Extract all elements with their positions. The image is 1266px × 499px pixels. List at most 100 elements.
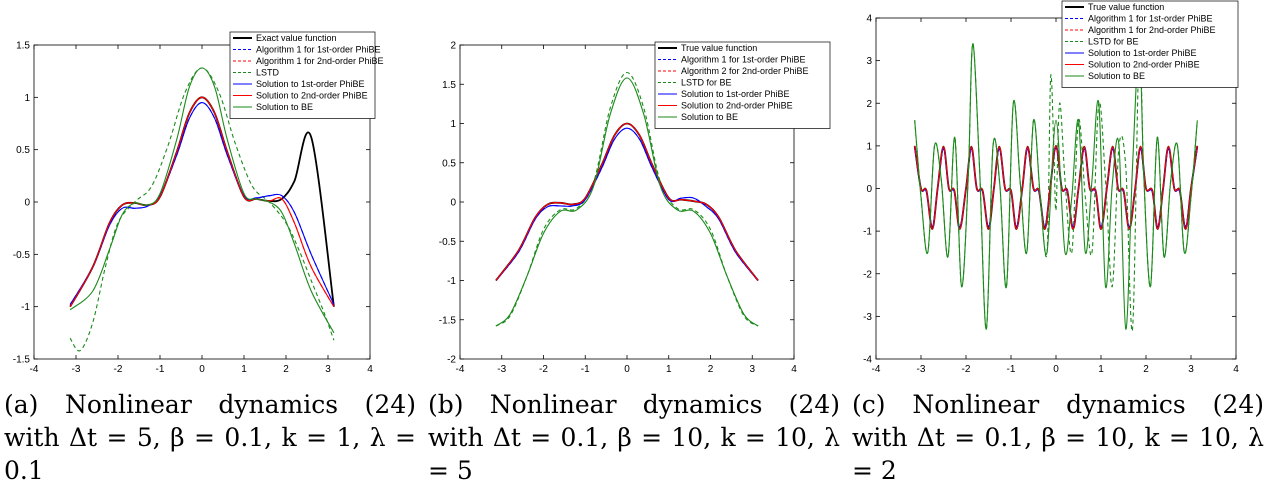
legend-label-4: Solution to 1st-order PhiBE	[256, 79, 365, 89]
y-tick-label: -1	[21, 302, 30, 313]
x-tick-label: 4	[1233, 364, 1239, 375]
legend-label-1: Algorithm 1 for 1st-order PhiBE	[1088, 14, 1213, 24]
x-tick-label: 1	[241, 364, 247, 375]
y-tick-label: 2	[450, 41, 456, 52]
x-tick-label: 2	[708, 364, 714, 375]
legend-label-6: Solution to BE	[1088, 71, 1145, 81]
chart-0: -4 -3 -2 -1 0 1 2 3 4 -1.5 -1 -0.5 0 0.5 1 1.5 Exact val…	[13, 31, 384, 375]
x-tick-label: -2	[962, 364, 971, 375]
y-tick-label: 0	[450, 198, 456, 209]
legend-label-2: Algorithm 1 for 2nd-order PhiBE	[1088, 25, 1216, 35]
legend-label-5: Solution to 2nd-order PhiBE	[1088, 60, 1200, 70]
figure-plots: -4 -3 -2 -1 0 1 2 3 4 -1.5 -1 -0.5 0 0.5 1 1.5 Exact val…	[13, 0, 1239, 375]
y-tick-label: 0.5	[442, 158, 456, 169]
legend-label-2: Algorithm 2 for 2nd-order PhiBE	[681, 66, 809, 76]
series-line-0	[69, 96, 335, 308]
x-tick-label: 1	[666, 364, 672, 375]
x-tick-label: 2	[283, 364, 289, 375]
legend-label-3: LSTD for BE	[1088, 37, 1139, 47]
legend-label-5: Solution to 2nd-order PhiBE	[256, 91, 368, 101]
series-line-6	[495, 77, 759, 327]
y-tick-label: -0.5	[439, 237, 457, 248]
y-tick-label: -2	[863, 269, 872, 280]
series-group	[913, 39, 1199, 332]
series-line-3	[495, 71, 759, 327]
legend-label-6: Solution to BE	[681, 112, 738, 122]
x-tick-label: 1	[1098, 364, 1104, 375]
series-group	[69, 67, 335, 352]
x-tick-label: 3	[749, 364, 755, 375]
x-tick-label: 0	[1053, 364, 1059, 375]
x-tick-label: 3	[325, 364, 331, 375]
y-tick-label: 1.5	[442, 80, 456, 91]
y-tick-label: -3	[863, 312, 872, 323]
caption-b: (b) Nonlinear dynamics (24) with Δt = 0.…	[428, 390, 840, 485]
x-tick-label: 2	[1143, 364, 1149, 375]
x-tick-label: -1	[156, 364, 165, 375]
series-line-5	[69, 96, 335, 307]
y-tick-label: 0	[866, 184, 872, 195]
legend-label-4: Solution to 1st-order PhiBE	[681, 89, 790, 99]
x-tick-label: -3	[917, 364, 926, 375]
series-line-1	[69, 102, 335, 305]
x-tick-label: 4	[367, 364, 373, 375]
chart-1: -4 -3 -2 -1 0 1 2 3 4 -2 -1.5 -1 -0.5 0 0.5 1 1.5 2 True v…	[439, 41, 831, 375]
series-line-0	[495, 122, 759, 282]
y-tick-label: -1	[863, 227, 872, 238]
y-tick-label: -2	[447, 355, 456, 366]
legend-label-5: Solution to 2nd-order PhiBE	[681, 101, 793, 111]
series-line-1	[495, 127, 759, 281]
legend-label-0: Exact value function	[256, 33, 337, 43]
x-tick-label: -2	[539, 364, 548, 375]
y-tick-label: -4	[863, 355, 872, 366]
x-tick-label: -4	[872, 364, 881, 375]
y-tick-label: 0	[24, 198, 30, 209]
legend-label-6: Solution to BE	[256, 102, 313, 112]
y-tick-label: 1	[866, 141, 872, 152]
y-tick-label: 1	[450, 119, 456, 130]
legend: Exact value function Algorithm 1 for 1st-…	[229, 31, 384, 119]
x-tick-label: -4	[30, 364, 39, 375]
x-tick-label: 0	[199, 364, 205, 375]
x-tick-label: 0	[624, 364, 630, 375]
y-tick-label: 4	[866, 14, 872, 25]
x-tick-label: -2	[114, 364, 123, 375]
y-tick-label: 0.5	[16, 145, 30, 156]
series-line-2	[69, 96, 335, 307]
y-tick-label: -1.5	[439, 315, 457, 326]
y-tick-label: -1.5	[13, 355, 31, 366]
caption-c: (c) Nonlinear dynamics (24) with Δt = 0.…	[852, 390, 1264, 485]
x-tick-label: 4	[791, 364, 797, 375]
series-line-2	[495, 122, 759, 281]
legend-box	[1061, 0, 1239, 88]
x-tick-label: 3	[1188, 364, 1194, 375]
series-line-6	[914, 43, 1198, 330]
legend: True value function Algorithm 1 for 1st-o…	[1061, 0, 1239, 88]
series-line-3	[914, 39, 1198, 332]
legend-box	[654, 41, 831, 129]
y-tick-label: 1.5	[16, 41, 30, 52]
legend: True value function Algorithm 1 for 1st-o…	[654, 41, 831, 129]
legend-label-3: LSTD	[256, 68, 280, 78]
legend-label-1: Algorithm 1 for 1st-order PhiBE	[256, 45, 381, 55]
series-group	[495, 71, 759, 327]
series-line-5	[914, 145, 1198, 230]
y-tick-label: 1	[24, 93, 30, 104]
legend-label-2: Algorithm 1 for 2nd-order PhiBE	[256, 56, 384, 66]
y-tick-label: 2	[866, 99, 872, 110]
series-line-4	[495, 127, 759, 281]
y-tick-label: -0.5	[13, 250, 31, 261]
x-tick-label: -1	[1007, 364, 1016, 375]
y-tick-label: -1	[447, 276, 456, 287]
series-line-5	[495, 122, 759, 281]
y-tick-label: 3	[866, 56, 872, 67]
legend-label-1: Algorithm 1 for 1st-order PhiBE	[681, 55, 806, 65]
legend-label-3: LSTD for BE	[681, 78, 732, 88]
legend-label-0: True value function	[1088, 2, 1164, 12]
legend-box	[229, 31, 376, 119]
x-tick-label: -3	[497, 364, 506, 375]
x-tick-label: -4	[456, 364, 465, 375]
x-tick-label: -1	[581, 364, 590, 375]
chart-2: -4 -3 -2 -1 0 1 2 3 4 -4 -3 -2 -1 0 1 2 3 4 True value fun…	[863, 0, 1239, 375]
